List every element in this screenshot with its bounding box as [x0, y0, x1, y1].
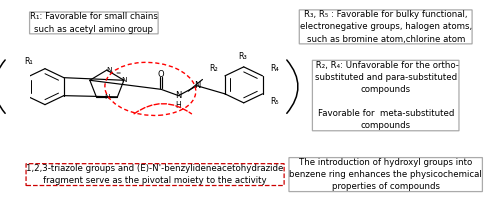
Text: 1,2,3-triazole groups and (E)-N'-benzylideneacetohydrazide
fragment serve as the: 1,2,3-triazole groups and (E)-N'-benzyli…	[26, 164, 284, 185]
Text: R₁: R₁	[24, 57, 33, 66]
Text: The introduction of hydroxyl groups into
benzene ring enhances the physicochemic: The introduction of hydroxyl groups into…	[290, 158, 482, 191]
Text: R₂: R₂	[209, 64, 218, 73]
Text: N: N	[176, 91, 182, 100]
Text: R₁: Favorable for small chains
such as acetyl amino group: R₁: Favorable for small chains such as a…	[30, 12, 158, 33]
Text: N: N	[194, 81, 200, 90]
Text: R₅: R₅	[270, 97, 278, 105]
Text: O: O	[158, 70, 164, 79]
Text: R₄: R₄	[270, 64, 278, 73]
Text: N: N	[121, 77, 126, 83]
Text: R₃, R₅ : Favorable for bulky functional,
electronegative groups, halogen atoms,
: R₃, R₅ : Favorable for bulky functional,…	[300, 10, 472, 44]
Text: =: =	[115, 71, 120, 76]
Text: R₃: R₃	[238, 53, 247, 61]
Text: N: N	[106, 67, 112, 73]
Text: R₂, R₄: Unfavorable for the ortho-
substituted and para-substituted
compounds

F: R₂, R₄: Unfavorable for the ortho- subst…	[313, 61, 458, 130]
Text: N: N	[104, 94, 110, 100]
Text: H: H	[175, 101, 181, 110]
